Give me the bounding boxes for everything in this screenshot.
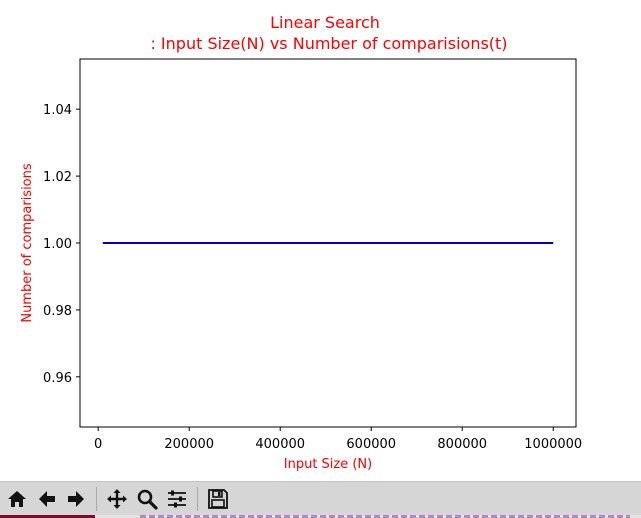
x-tick-label: 0 [94,437,102,452]
configure-subplots-button[interactable] [164,486,190,512]
back-button[interactable] [34,486,60,512]
taskbar-text-hint [140,515,630,518]
back-arrow-icon [39,491,55,507]
zoom-button[interactable] [134,486,160,512]
save-icon [208,489,228,509]
configure-subplots-icon [168,490,186,508]
figure-canvas: Linear Search : Input Size(N) vs Number … [20,13,583,472]
forward-arrow-icon [68,491,84,507]
toolbar-separator [197,487,198,511]
x-tick-label: 600000 [346,437,396,452]
x-tick-label: 1000000 [524,437,582,452]
zoom-icon [137,489,158,510]
toolbar-separator [96,487,97,511]
x-tick-label: 400000 [255,437,305,452]
x-tick-label: 200000 [164,437,214,452]
pan-icon [107,489,127,509]
navigation-toolbar [0,481,641,518]
x-axis-label: Input Size (N) [284,457,372,472]
forward-button[interactable] [63,486,89,512]
chart: Linear Search : Input Size(N) vs Number … [20,13,582,472]
y-axis-label: Number of comparisions [20,163,35,323]
save-button[interactable] [205,486,231,512]
home-button[interactable] [4,486,30,512]
y-tick-label: 0.96 [43,371,72,386]
active-task-indicator [0,515,95,518]
x-tick-label: 800000 [437,437,487,452]
pan-button[interactable] [104,486,130,512]
axis-ticks: 0 200000 400000 600000 800000 1000000 0.96 0.98… [43,103,582,452]
y-tick-label: 0.98 [43,304,72,319]
chart-title: Linear Search [270,13,380,32]
home-icon [8,491,26,507]
y-tick-label: 1.04 [43,103,72,118]
taskbar-strip [0,515,641,518]
y-tick-label: 1.02 [43,170,72,185]
chart-subtitle: : Input Size(N) vs Number of comparision… [150,34,507,53]
y-tick-label: 1.00 [43,237,72,252]
